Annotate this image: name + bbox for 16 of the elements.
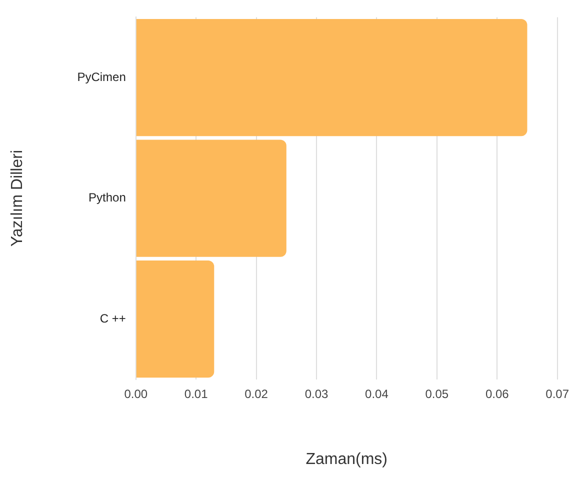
y-tick-label: Python bbox=[88, 190, 126, 205]
x-tick-label: 0.06 bbox=[485, 386, 510, 401]
y-axis-title: Yazılım Dilleri bbox=[9, 150, 26, 247]
y-tick-label: C ++ bbox=[100, 311, 126, 326]
x-tick-label: 0.00 bbox=[124, 386, 148, 401]
x-tick-label: 0.07 bbox=[546, 386, 570, 401]
bar bbox=[136, 140, 286, 257]
x-tick-label: 0.01 bbox=[184, 386, 208, 401]
y-tick-label: PyCimen bbox=[77, 70, 126, 84]
x-tick-label: 0.03 bbox=[304, 386, 328, 401]
x-tick-label: 0.04 bbox=[365, 386, 389, 401]
bar bbox=[136, 19, 528, 136]
bar bbox=[136, 260, 214, 378]
x-axis-title: Zaman(ms) bbox=[306, 450, 388, 468]
x-tick-label: 0.02 bbox=[244, 386, 268, 401]
x-tick-label: 0.05 bbox=[425, 386, 449, 401]
